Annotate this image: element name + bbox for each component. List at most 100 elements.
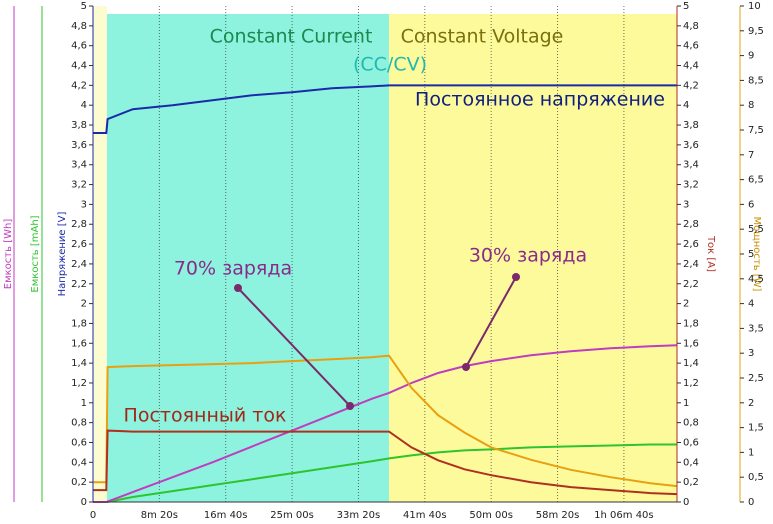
- y-tick-label: 4: [81, 100, 87, 111]
- y2-label: Ток [A]: [705, 235, 716, 272]
- y3-tick-label: 4,5: [748, 274, 764, 285]
- y-tick-label: 3,2: [71, 180, 87, 191]
- y-tick-label: 3: [81, 199, 87, 210]
- y2-tick-label: 2,2: [683, 279, 699, 290]
- x-tick-label: 58m 20s: [536, 510, 580, 521]
- y-tick-label: 2,8: [71, 219, 87, 230]
- y-tick-label: 2,6: [71, 239, 87, 250]
- y2-tick-label: 4,4: [683, 61, 699, 72]
- pointer-dot: [462, 363, 470, 371]
- x-tick-label: 8m 20s: [141, 510, 178, 521]
- y3-tick-label: 4: [748, 299, 754, 310]
- pointer-dot: [234, 284, 242, 292]
- annotation: Постоянный ток: [124, 405, 287, 427]
- y-tick-label: 1,8: [71, 318, 87, 329]
- y3-tick-label: 5,5: [748, 224, 764, 235]
- y-tick-label: 1,4: [71, 358, 87, 369]
- y3-tick-label: 3,5: [748, 323, 764, 334]
- mah-label: Емкость [mAh]: [30, 215, 41, 292]
- y3-tick-label: 8: [748, 100, 754, 111]
- x-tick-label: 0: [90, 510, 96, 521]
- y-tick-label: 0,4: [71, 457, 87, 468]
- annotation: Постоянное напряжение: [415, 89, 665, 111]
- background: [93, 6, 677, 502]
- y2-tick-label: 1: [683, 398, 689, 409]
- series-line: [93, 443, 677, 503]
- y2-tick-label: 0,4: [683, 457, 699, 468]
- y2-tick-label: 2,8: [683, 219, 699, 230]
- y3-label: Мощность [W]: [751, 217, 762, 292]
- annotation: Constant Current: [210, 26, 373, 48]
- y3-tick-label: 9: [748, 51, 754, 62]
- y3-tick-label: 6,5: [748, 175, 764, 186]
- y-tick-label: 3,8: [71, 120, 87, 131]
- y2-tick-label: 1,4: [683, 358, 699, 369]
- wh-label: Емкость [Wh]: [3, 219, 14, 290]
- y2-tick-label: 1,2: [683, 378, 699, 389]
- y2-tick-label: 4,2: [683, 80, 699, 91]
- pointer: [465, 276, 517, 368]
- x-tick-label: 25m 00s: [270, 510, 314, 521]
- y-tick-label: 3,6: [71, 140, 87, 151]
- pointer-dot: [346, 402, 354, 410]
- y-tick-label: 2: [81, 299, 87, 310]
- y2-tick-label: 2,6: [683, 239, 699, 250]
- y2-tick-label: 4,6: [683, 41, 699, 52]
- region: [93, 6, 107, 502]
- annotation: Constant Voltage: [401, 26, 564, 48]
- region: [388, 14, 677, 502]
- y2-tick-label: 4: [683, 100, 689, 111]
- y2-tick-label: 2: [683, 299, 689, 310]
- y2-tick-label: 0,2: [683, 477, 699, 488]
- y-tick-label: 0: [81, 497, 87, 508]
- y3-tick-label: 7: [748, 150, 754, 161]
- y-tick-label: 4,2: [71, 80, 87, 91]
- series-line: [93, 344, 678, 503]
- y2-tick-label: 3: [683, 199, 689, 210]
- y3-tick-label: 5: [748, 249, 754, 260]
- x-tick-label: 16m 40s: [204, 510, 248, 521]
- y2-tick-label: 5: [683, 1, 689, 12]
- y2-tick-label: 1,6: [683, 338, 699, 349]
- series-line: [93, 354, 678, 488]
- y3-tick-label: 0,5: [748, 472, 764, 483]
- x-tick-label: 1h 06m 40s: [594, 510, 653, 521]
- annotation: 70% заряда: [174, 258, 292, 280]
- y-tick-label: 4,8: [71, 21, 87, 32]
- y3-tick-label: 8,5: [748, 75, 764, 86]
- y3-tick-label: 7,5: [748, 125, 764, 136]
- y2-tick-label: 4,8: [683, 21, 699, 32]
- annotation: 30% заряда: [469, 245, 587, 267]
- y3-tick-label: 0: [748, 497, 754, 508]
- y2-tick-label: 0,8: [683, 418, 699, 429]
- y3-tick-label: 10: [748, 1, 761, 12]
- series-line: [93, 84, 677, 134]
- y2-tick-label: 0: [683, 497, 689, 508]
- x-tick-label: 50m 00s: [469, 510, 513, 521]
- y-tick-label: 0,2: [71, 477, 87, 488]
- y2-tick-label: 3,8: [683, 120, 699, 131]
- y2-tick-label: 2,4: [683, 259, 699, 270]
- y2-tick-label: 3,2: [683, 180, 699, 191]
- y-tick-label: 2,2: [71, 279, 87, 290]
- y-tick-label: 5: [81, 1, 87, 12]
- y-label: Напряжение [V]: [57, 212, 68, 297]
- y3-tick-label: 1,5: [748, 423, 764, 434]
- annotation: (CC/CV): [353, 54, 427, 76]
- y3-tick-label: 1: [748, 447, 754, 458]
- y2-tick-label: 0,6: [683, 437, 699, 448]
- series-line: [93, 429, 678, 496]
- y3-tick-label: 2: [748, 398, 754, 409]
- y-tick-label: 0,6: [71, 437, 87, 448]
- series: [93, 84, 678, 503]
- x-tick-label: 33m 20s: [337, 510, 381, 521]
- y3-tick-label: 2,5: [748, 373, 764, 384]
- y-tick-label: 2,4: [71, 259, 87, 270]
- y-tick-label: 3,4: [71, 160, 87, 171]
- y2-tick-label: 3,6: [683, 140, 699, 151]
- y3-tick-label: 9,5: [748, 26, 764, 37]
- pointer-dot: [512, 273, 520, 281]
- y-tick-label: 1,2: [71, 378, 87, 389]
- y-tick-label: 0,8: [71, 418, 87, 429]
